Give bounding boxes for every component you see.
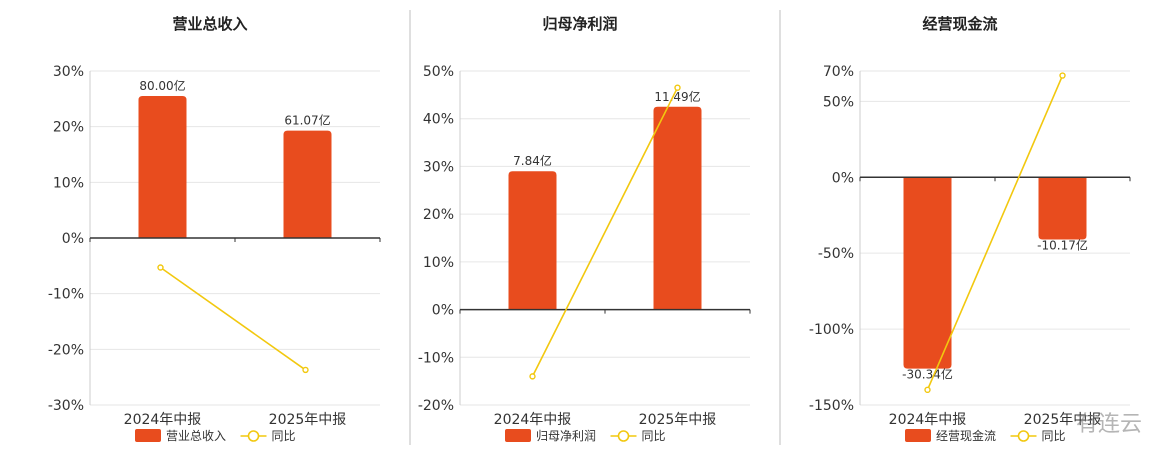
- y-tick-label: -150%: [809, 398, 854, 414]
- y-tick-label: -50%: [818, 246, 854, 262]
- watermark-text: 有连云: [1075, 412, 1142, 437]
- y-tick-label: 50%: [823, 94, 854, 110]
- y-tick-label: 40%: [423, 112, 454, 128]
- legend-bar-swatch: [505, 429, 531, 442]
- y-tick-label: 0%: [432, 303, 454, 319]
- y-tick-label: -100%: [809, 322, 854, 338]
- yoy-point: [1059, 72, 1066, 79]
- chart-title: 营业总收入: [172, 15, 247, 33]
- y-tick-label: -30%: [48, 398, 84, 414]
- legend-bar-swatch: [905, 429, 931, 442]
- y-tick-label: 0%: [62, 231, 84, 247]
- yoy-point: [674, 84, 681, 91]
- legend-line-label: 同比: [272, 429, 296, 443]
- yoy-point: [302, 366, 309, 374]
- y-tick-label: 10%: [53, 175, 84, 191]
- yoy-line: [531, 87, 679, 377]
- y-tick-label: -20%: [48, 342, 84, 358]
- legend-bar-label: 经营现金流: [936, 428, 996, 443]
- chart-title: 归母净利润: [542, 15, 617, 33]
- legend-line-marker: [617, 430, 630, 442]
- legend-line-label: 同比: [642, 429, 666, 443]
- bar-data-label: -30.34亿: [902, 367, 953, 382]
- x-tick-label: 2024年中报: [494, 412, 572, 428]
- y-tick-label: -10%: [48, 287, 84, 303]
- bar: [903, 177, 952, 369]
- yoy-point: [924, 386, 931, 394]
- x-tick-label: 2024年中报: [124, 412, 202, 428]
- bar: [138, 96, 187, 238]
- yoy-point: [529, 373, 536, 380]
- yoy-point: [157, 264, 164, 271]
- yoy-line: [926, 75, 1064, 391]
- bar: [1038, 177, 1087, 240]
- legend-bar-label: 营业总收入: [166, 429, 226, 443]
- legend-line-marker: [247, 430, 260, 442]
- chart-title: 经营现金流: [922, 15, 997, 33]
- yoy-line: [160, 266, 306, 371]
- y-tick-label: 10%: [423, 255, 454, 271]
- x-tick-label: 2024年中报: [889, 412, 967, 428]
- legend-line-label: 同比: [1042, 429, 1066, 443]
- bar-data-label: 61.07亿: [284, 113, 330, 128]
- y-tick-label: 30%: [53, 64, 84, 80]
- y-tick-label: 0%: [832, 170, 854, 186]
- y-tick-label: 50%: [423, 64, 454, 80]
- y-tick-label: 30%: [423, 159, 454, 175]
- bar-data-label: 80.00亿: [139, 78, 185, 93]
- legend-bar-swatch: [135, 429, 161, 442]
- bar: [508, 171, 557, 310]
- y-tick-label: 20%: [53, 120, 84, 136]
- y-tick-label: 70%: [823, 64, 854, 80]
- y-tick-label: -10%: [418, 350, 454, 366]
- bar-data-label: -10.17亿: [1037, 238, 1088, 253]
- x-tick-label: 2025年中报: [1024, 412, 1102, 428]
- bar: [283, 130, 332, 238]
- y-tick-label: -20%: [418, 398, 454, 414]
- bar-data-label: 11.49亿: [654, 89, 700, 104]
- bar-data-label: 7.84亿: [513, 153, 552, 168]
- x-tick-label: 2025年中报: [269, 412, 347, 428]
- legend-bar-label: 归母净利润: [536, 429, 596, 443]
- bar: [653, 106, 702, 310]
- legend-line-marker: [1017, 430, 1030, 442]
- y-tick-label: 20%: [423, 207, 454, 223]
- x-tick-label: 2025年中报: [639, 412, 717, 428]
